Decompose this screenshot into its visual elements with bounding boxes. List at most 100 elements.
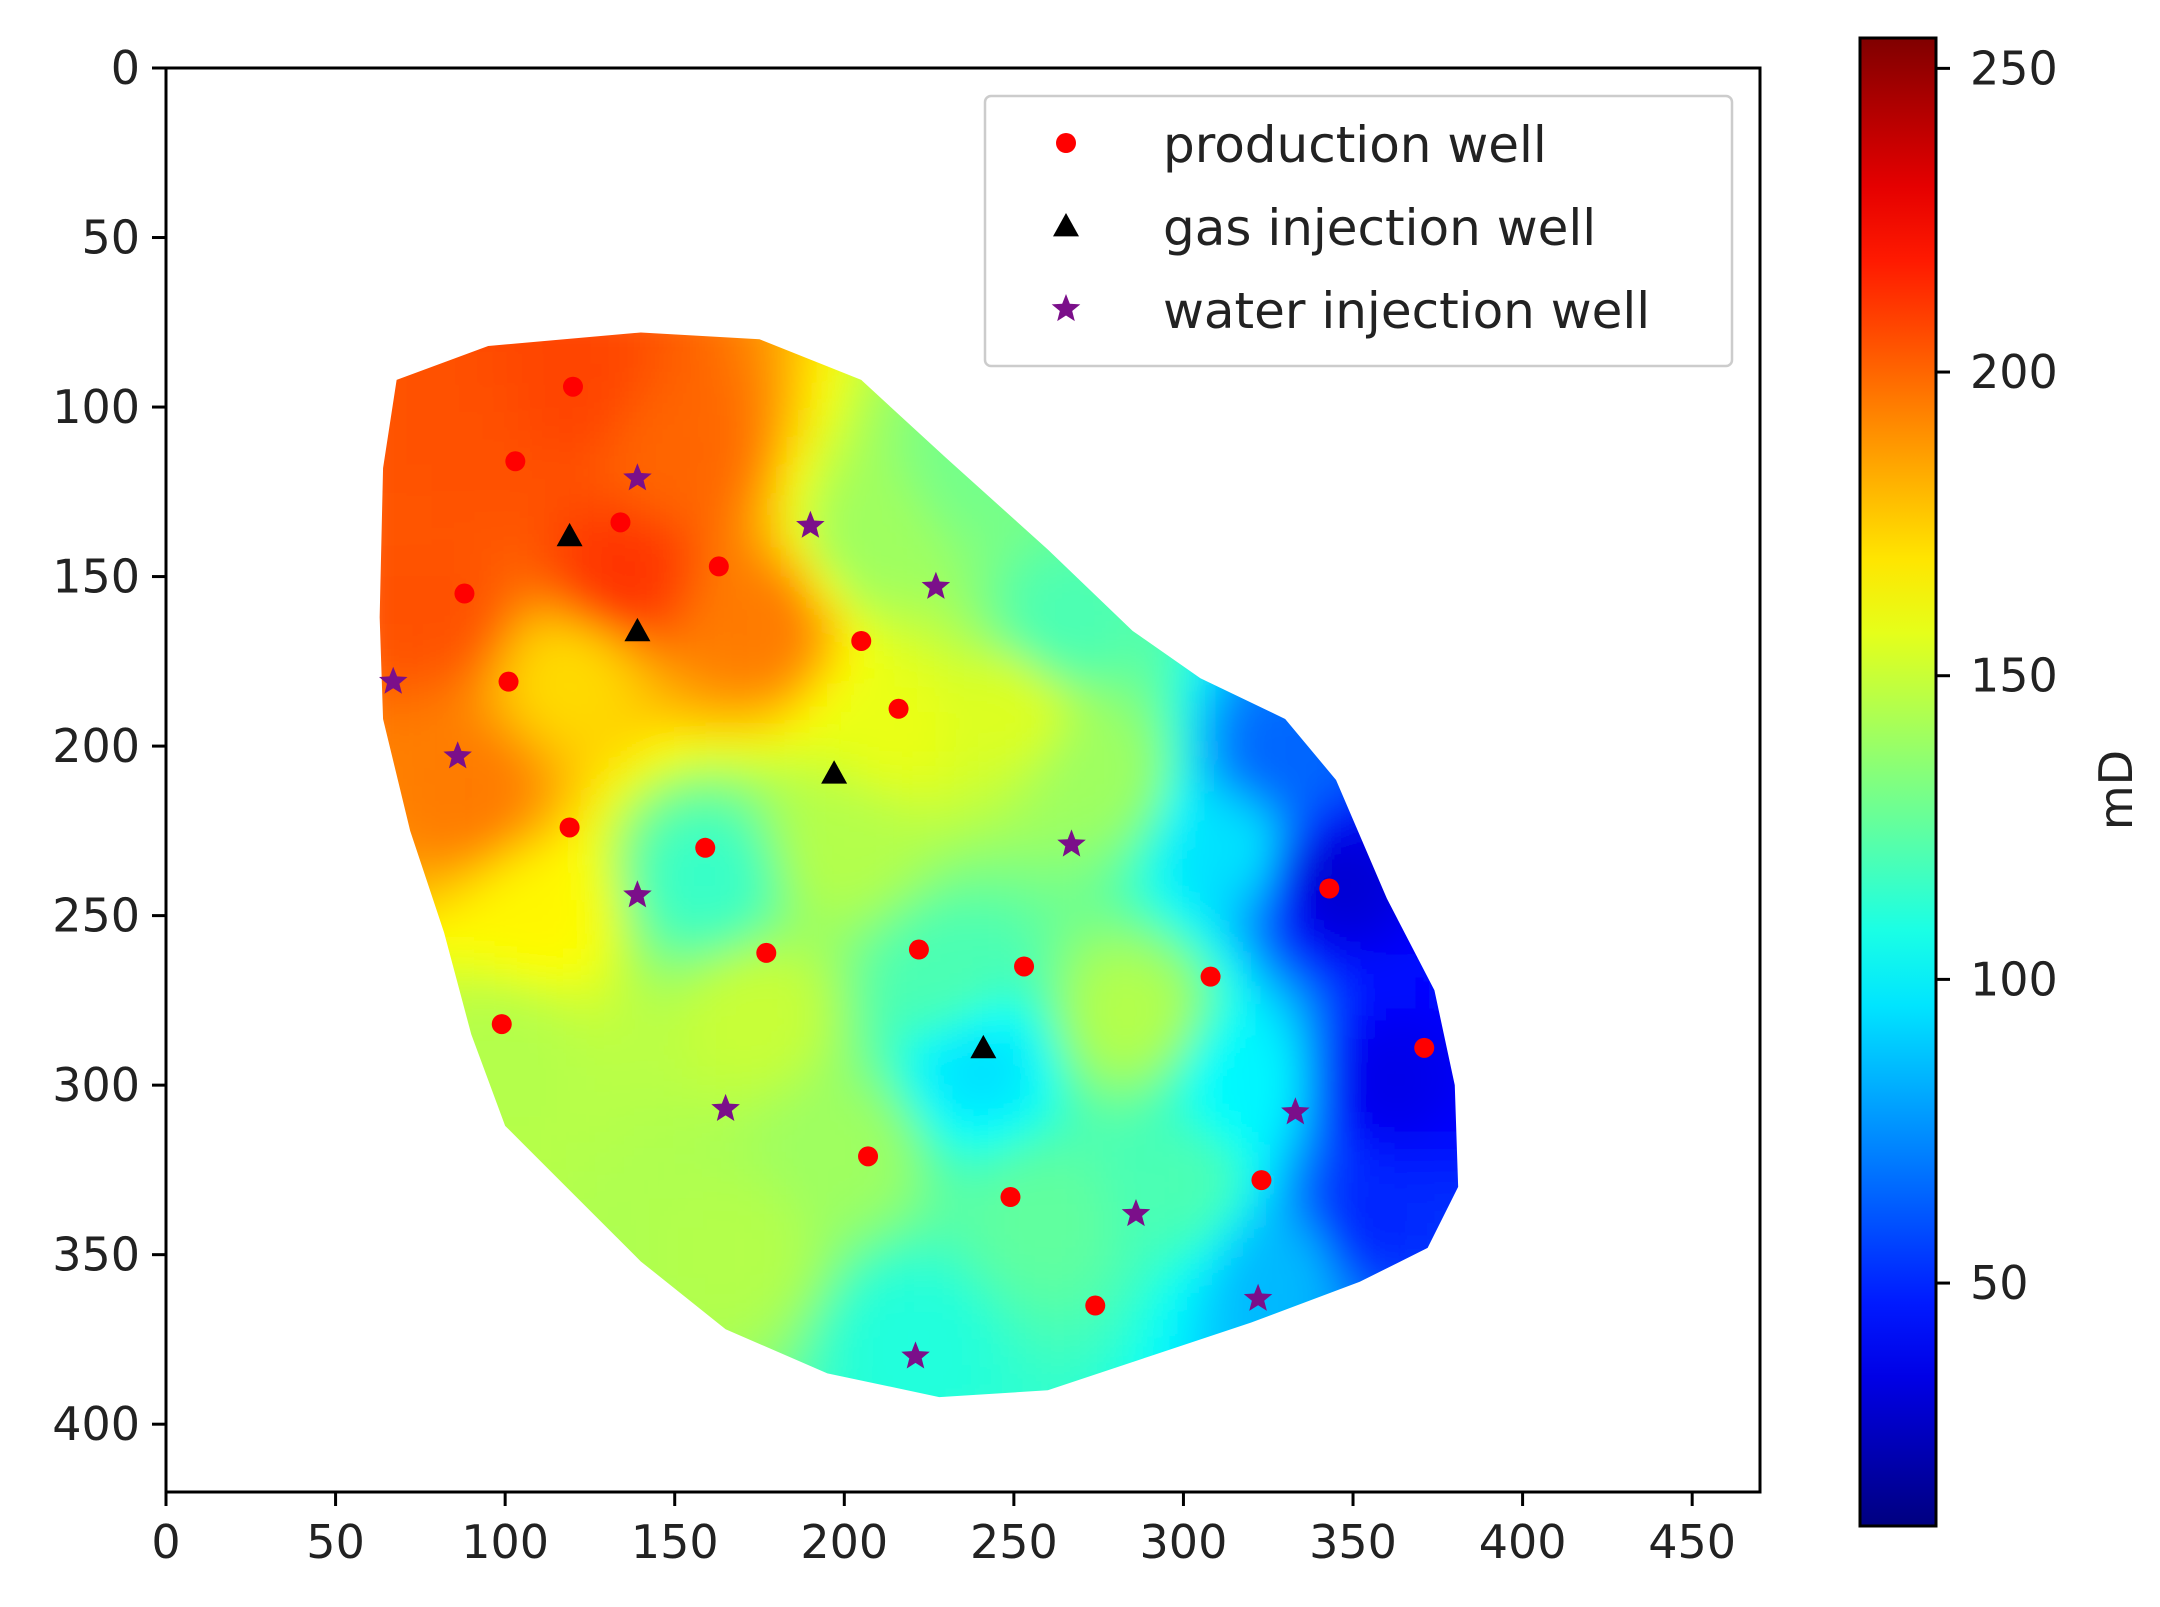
heat-cell-823 <box>1028 818 1060 850</box>
heat-cell-348 <box>676 520 708 552</box>
heat-cell-641 <box>648 710 681 742</box>
heat-cell-342 <box>513 520 545 552</box>
heat-cell-180 <box>676 411 708 443</box>
heat-cell-384 <box>513 547 545 579</box>
heat-cell-1075 <box>1028 981 1060 1013</box>
heat-cell-1285 <box>1028 1117 1060 1149</box>
heat-cell-1464 <box>1327 1225 1359 1257</box>
heat-cell-743 <box>1137 764 1169 796</box>
heat-cell-1376 <box>1218 1171 1250 1203</box>
heat-cell-394 <box>784 547 816 579</box>
heat-cell-646 <box>784 710 816 742</box>
heat-cell-140 <box>730 384 762 416</box>
heat-cell-617 <box>1137 683 1169 715</box>
heat-cell-1540 <box>1110 1279 1142 1311</box>
heat-cell-1585 <box>1191 1306 1223 1339</box>
heat-cell-1326 <box>1001 1144 1033 1176</box>
heat-cell-1209 <box>1245 1062 1278 1094</box>
heat-cell-934 <box>621 900 653 932</box>
heat-cell-769 <box>703 791 735 823</box>
heat-cell-725 <box>648 764 681 796</box>
heat-cell-1237 <box>866 1089 898 1122</box>
heat-cell-1128 <box>1327 1008 1359 1040</box>
heat-cell-782 <box>1055 791 1088 823</box>
heat-cell-90 <box>513 357 545 389</box>
heat-cell-175 <box>540 411 572 443</box>
heat-cell-1164 <box>1164 1035 1196 1067</box>
heat-cell-1318 <box>784 1144 816 1176</box>
heat-cell-633 <box>431 710 464 742</box>
heat-cell-1267 <box>540 1117 572 1149</box>
heat-cell-951 <box>1083 900 1115 932</box>
heat-cell-532 <box>1110 628 1142 660</box>
heat-cell-1383 <box>1408 1171 1440 1203</box>
heat-cell-1579 <box>1028 1306 1060 1339</box>
heat-cell-1500 <box>1164 1252 1196 1284</box>
heat-cell-916 <box>1273 872 1305 905</box>
heat-cell-1315 <box>703 1144 735 1176</box>
heat-cell-1015 <box>540 954 572 986</box>
heat-cell-1241 <box>974 1089 1006 1122</box>
heat-cell-1534 <box>947 1279 979 1311</box>
heat-cell-1188 <box>676 1062 708 1094</box>
heat-cell-98 <box>730 357 762 389</box>
heat-cell-957 <box>1245 900 1278 932</box>
heat-cell-998 <box>1218 927 1250 959</box>
heat-cell-269 <box>811 466 843 498</box>
heat-cell-1360 <box>784 1171 816 1203</box>
heat-cell-1182 <box>513 1062 545 1094</box>
heat-cell-1454 <box>1055 1225 1088 1257</box>
heat-cell-1460 <box>1218 1225 1250 1257</box>
heat-cell-929 <box>486 900 518 932</box>
heat-cell-789 <box>1245 791 1278 823</box>
heat-cell-1543 <box>1191 1279 1223 1311</box>
heat-cell-260 <box>567 466 599 498</box>
heat-cell-1365 <box>920 1171 952 1203</box>
heat-cell-1623 <box>1083 1334 1115 1366</box>
heat-cell-775 <box>866 791 898 823</box>
heat-cell-618 <box>1164 683 1196 715</box>
heat-cell-780 <box>1001 791 1033 823</box>
heat-cell-809 <box>648 818 681 850</box>
heat-cell-1492 <box>947 1252 979 1284</box>
heat-cell-1409 <box>974 1198 1006 1230</box>
heat-cell-801 <box>431 818 464 850</box>
heat-cell-988 <box>947 927 979 959</box>
heat-cell-930 <box>513 900 545 932</box>
water-injection-well-marker-8 <box>1281 1097 1310 1125</box>
heat-cell-720 <box>513 764 545 796</box>
heat-cell-1158 <box>1001 1035 1033 1067</box>
y-tick-label-50: 50 <box>81 211 140 265</box>
heat-cell-865 <box>1028 845 1060 877</box>
heat-cell-976 <box>621 927 653 959</box>
heat-cell-1000 <box>1273 927 1305 959</box>
heat-cell-1029 <box>920 954 952 986</box>
heat-cell-1037 <box>1137 954 1169 986</box>
heat-cell-908 <box>1055 872 1088 905</box>
heat-cell-483 <box>920 601 952 633</box>
heat-cell-572 <box>1055 655 1088 688</box>
heat-cell-474 <box>676 601 708 633</box>
x-tick-label-350: 350 <box>1309 1515 1397 1569</box>
heat-cell-554 <box>567 655 599 688</box>
heat-cell-1448 <box>893 1225 925 1257</box>
heat-cell-807 <box>594 818 626 850</box>
heat-cell-1046 <box>1381 954 1413 986</box>
x-tick-label-200: 200 <box>800 1515 888 1569</box>
heat-cell-996 <box>1164 927 1196 959</box>
heat-cell-1196 <box>893 1062 925 1094</box>
heat-cell-338 <box>404 520 436 552</box>
heat-cell-657 <box>1083 710 1115 742</box>
heat-cell-1117 <box>1028 1008 1060 1040</box>
heat-cell-1121 <box>1137 1008 1169 1040</box>
heat-cell-313 <box>866 493 898 525</box>
heat-cell-597 <box>594 683 626 715</box>
heat-cell-1374 <box>1164 1171 1196 1203</box>
heat-cell-1461 <box>1245 1225 1278 1257</box>
heat-cell-1332 <box>1164 1144 1196 1176</box>
heat-cell-954 <box>1164 900 1196 932</box>
heat-cell-870 <box>1164 845 1196 877</box>
heat-cell-1580 <box>1055 1306 1088 1339</box>
x-axis: 0 50 100 150 200 250 300 350 400 450 <box>151 1492 1736 1569</box>
heat-cell-1013 <box>486 954 518 986</box>
